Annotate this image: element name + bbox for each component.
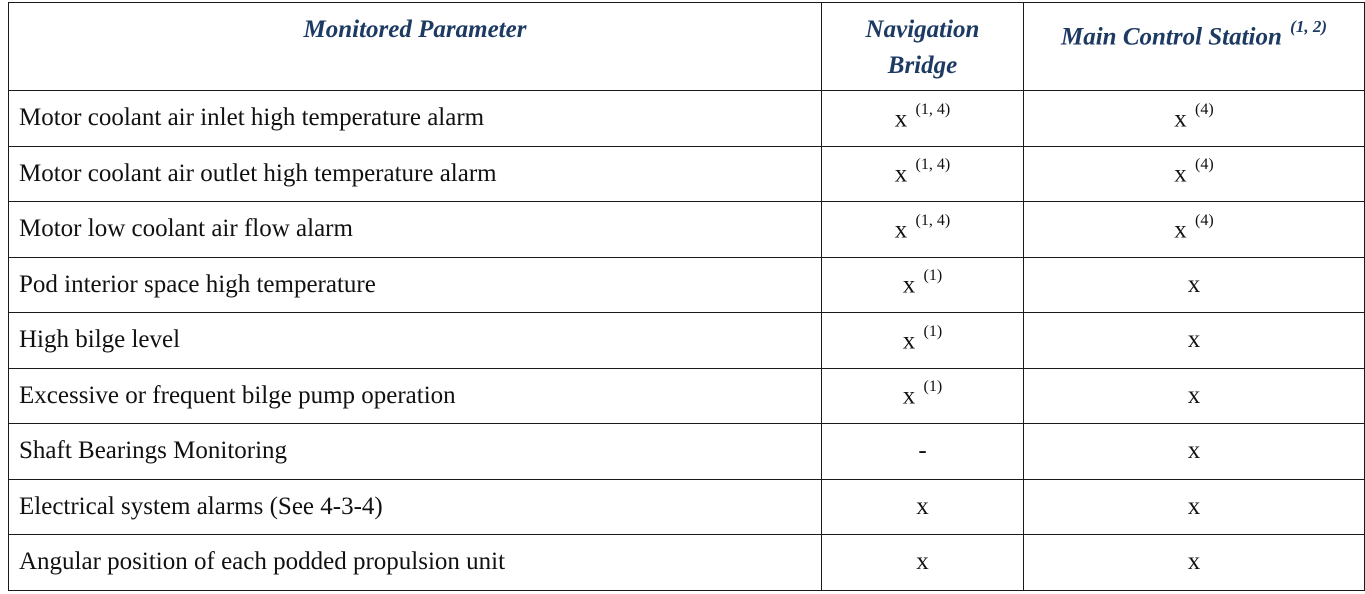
station-cell: x	[1023, 534, 1365, 591]
bridge-cell: x (1, 4)	[821, 90, 1024, 147]
table-row: Pod interior space high temperature x (1)…	[8, 256, 1365, 313]
bridge-footnote: (1, 4)	[915, 211, 951, 229]
header-main-control-station: Main Control Station (1, 2)	[1023, 2, 1365, 91]
table-row: Electrical system alarms (See 4-3-4) x x	[8, 478, 1365, 535]
bridge-cell: x	[821, 534, 1024, 591]
bridge-mark: -	[918, 437, 927, 465]
bridge-footnote: (1)	[923, 322, 943, 340]
station-cell: x	[1023, 367, 1365, 424]
bridge-mark: x	[902, 382, 916, 410]
bridge-mark: x	[902, 271, 916, 299]
station-footnote: (4)	[1195, 156, 1214, 174]
bridge-mark: x	[916, 492, 929, 520]
station-cell: x (4)	[1023, 90, 1365, 147]
station-mark: x	[1187, 437, 1201, 465]
table-row: Motor low coolant air flow alarm x (1, 4)…	[8, 201, 1365, 258]
table-row: Motor coolant air inlet high temperature…	[8, 90, 1365, 147]
parameter-cell: Excessive or frequent bilge pump operati…	[8, 367, 822, 424]
bridge-mark: x	[894, 104, 908, 132]
bridge-footnote: (1)	[923, 378, 943, 396]
table-row: High bilge level x (1) x	[8, 312, 1365, 369]
station-mark: x	[1187, 326, 1201, 354]
station-mark: x	[1174, 215, 1187, 243]
monitored-parameter-table: Monitored Parameter Navigation Bridge Ma…	[8, 2, 1365, 591]
bridge-footnote: (1)	[923, 267, 943, 285]
station-cell: x	[1023, 256, 1365, 313]
header-monitored-parameter: Monitored Parameter	[8, 2, 822, 91]
table-row: Angular position of each podded propulsi…	[8, 534, 1365, 591]
header-navigation-bridge: Navigation Bridge	[821, 2, 1024, 91]
bridge-cell: x (1)	[821, 256, 1024, 313]
parameter-cell: Motor coolant air outlet high temperatur…	[8, 145, 822, 202]
bridge-mark: x	[902, 326, 916, 354]
station-cell: x (4)	[1023, 201, 1365, 258]
station-mark: x	[1187, 492, 1201, 520]
table-row: Motor coolant air outlet high temperatur…	[8, 145, 1365, 202]
station-mark: x	[1174, 104, 1187, 132]
bridge-cell: x	[821, 478, 1024, 535]
parameter-cell: Angular position of each podded propulsi…	[8, 534, 822, 591]
bridge-cell: -	[821, 423, 1024, 480]
bridge-cell: x (1, 4)	[821, 201, 1024, 258]
parameter-cell: Motor coolant air inlet high temperature…	[8, 90, 822, 147]
bridge-footnote: (1, 4)	[915, 100, 951, 118]
station-cell: x	[1023, 478, 1365, 535]
bridge-cell: x (1)	[821, 312, 1024, 369]
bridge-cell: x (1, 4)	[821, 145, 1024, 202]
bridge-mark: x	[894, 160, 908, 188]
station-footnote: (4)	[1195, 100, 1214, 118]
station-mark: x	[1187, 381, 1201, 409]
station-footnote: (4)	[1195, 211, 1214, 229]
table-row: Shaft Bearings Monitoring - x	[8, 423, 1365, 480]
bridge-mark: x	[894, 215, 908, 243]
bridge-mark: x	[916, 548, 929, 576]
station-mark: x	[1174, 160, 1187, 188]
station-cell: x (4)	[1023, 145, 1365, 202]
parameter-cell: Pod interior space high temperature	[8, 256, 822, 313]
station-cell: x	[1023, 423, 1365, 480]
station-mark: x	[1187, 548, 1201, 576]
parameter-cell: High bilge level	[8, 312, 822, 369]
bridge-footnote: (1, 4)	[915, 156, 951, 174]
table-row: Excessive or frequent bilge pump operati…	[8, 367, 1365, 424]
parameter-cell: Shaft Bearings Monitoring	[8, 423, 822, 480]
header-station-footnote: (1, 2)	[1290, 17, 1327, 36]
station-mark: x	[1187, 270, 1201, 298]
bridge-cell: x (1)	[821, 367, 1024, 424]
station-cell: x	[1023, 312, 1365, 369]
parameter-cell: Motor low coolant air flow alarm	[8, 201, 822, 258]
parameter-cell: Electrical system alarms (See 4-3-4)	[8, 478, 822, 535]
table-header-row: Monitored Parameter Navigation Bridge Ma…	[8, 2, 1365, 91]
